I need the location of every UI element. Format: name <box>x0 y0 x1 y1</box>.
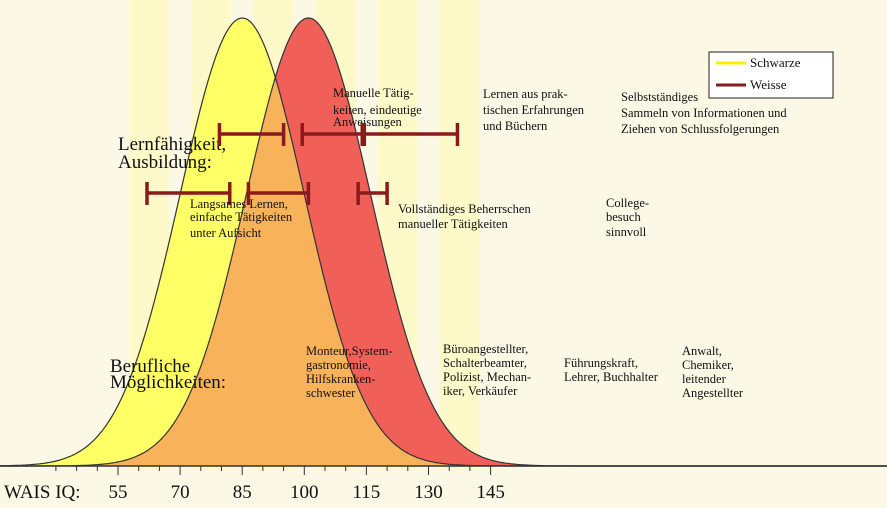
career-label: Chemiker, <box>682 358 734 372</box>
range-label: Selbstständiges <box>621 90 698 104</box>
x-tick-label: 130 <box>414 482 443 503</box>
career-label: Anwalt, <box>682 344 722 358</box>
career-label: Führungskraft, <box>564 356 638 370</box>
x-tick-label: 85 <box>233 482 252 503</box>
row-label-careers: Berufliche Möglichkeiten: <box>110 356 226 393</box>
career-label: gastronomie, <box>306 358 371 372</box>
career-label: Lehrer, Buchhalter <box>564 370 659 384</box>
x-tick-label: 115 <box>353 482 381 503</box>
range-label: keiten, eindeutige <box>333 103 422 117</box>
area-overlap <box>0 79 887 466</box>
career-label: Schalterbeamter, <box>443 356 527 370</box>
range-label: unter Aufsicht <box>190 226 262 240</box>
row-label-education: Lernfähigkeit, Ausbildung: <box>118 134 226 173</box>
career-label: Monteur,System- <box>306 344 393 358</box>
legend-label-weisse: Weisse <box>750 77 787 92</box>
range-label: einfache Tätigkeiten <box>190 210 293 224</box>
range-label: Ziehen von Schlussfolgerungen <box>621 122 780 136</box>
career-label: Angestellter <box>682 386 744 400</box>
range-label: tischen Erfahrungen <box>483 103 585 117</box>
x-tick-label: 100 <box>290 482 319 503</box>
career-label: leitender <box>682 372 727 386</box>
x-tick-label: 55 <box>109 482 128 503</box>
range-label: Manuelle Tätig- <box>333 86 414 100</box>
range-label: sinnvoll <box>606 225 647 239</box>
career-label: Polizist, Mechan- <box>443 370 531 384</box>
range-label: Langsames Lernen, <box>190 197 288 211</box>
career-label: Hilfskranken- <box>306 372 375 386</box>
x-tick-label: 70 <box>171 482 190 503</box>
x-tick-label: 145 <box>476 482 505 503</box>
x-axis-label: WAIS IQ: <box>4 482 81 503</box>
range-label: Anweisungen <box>333 115 402 129</box>
legend: Schwarze Weisse <box>708 51 834 99</box>
range-label: besuch <box>606 210 641 224</box>
career-label: Büroangestellter, <box>443 342 528 356</box>
range-label: Vollständiges Beherrschen <box>398 202 531 216</box>
career-label: iker, Verkäufer <box>443 384 518 398</box>
range-label: College- <box>606 196 649 210</box>
range-label: manueller Tätigkeiten <box>398 217 509 231</box>
range-label: Lernen aus prak- <box>483 87 568 101</box>
career-label: schwester <box>306 386 356 400</box>
legend-label-schwarze: Schwarze <box>750 55 801 70</box>
range-label: und Büchern <box>483 119 548 133</box>
range-label: Sammeln von Informationen und <box>621 106 787 120</box>
